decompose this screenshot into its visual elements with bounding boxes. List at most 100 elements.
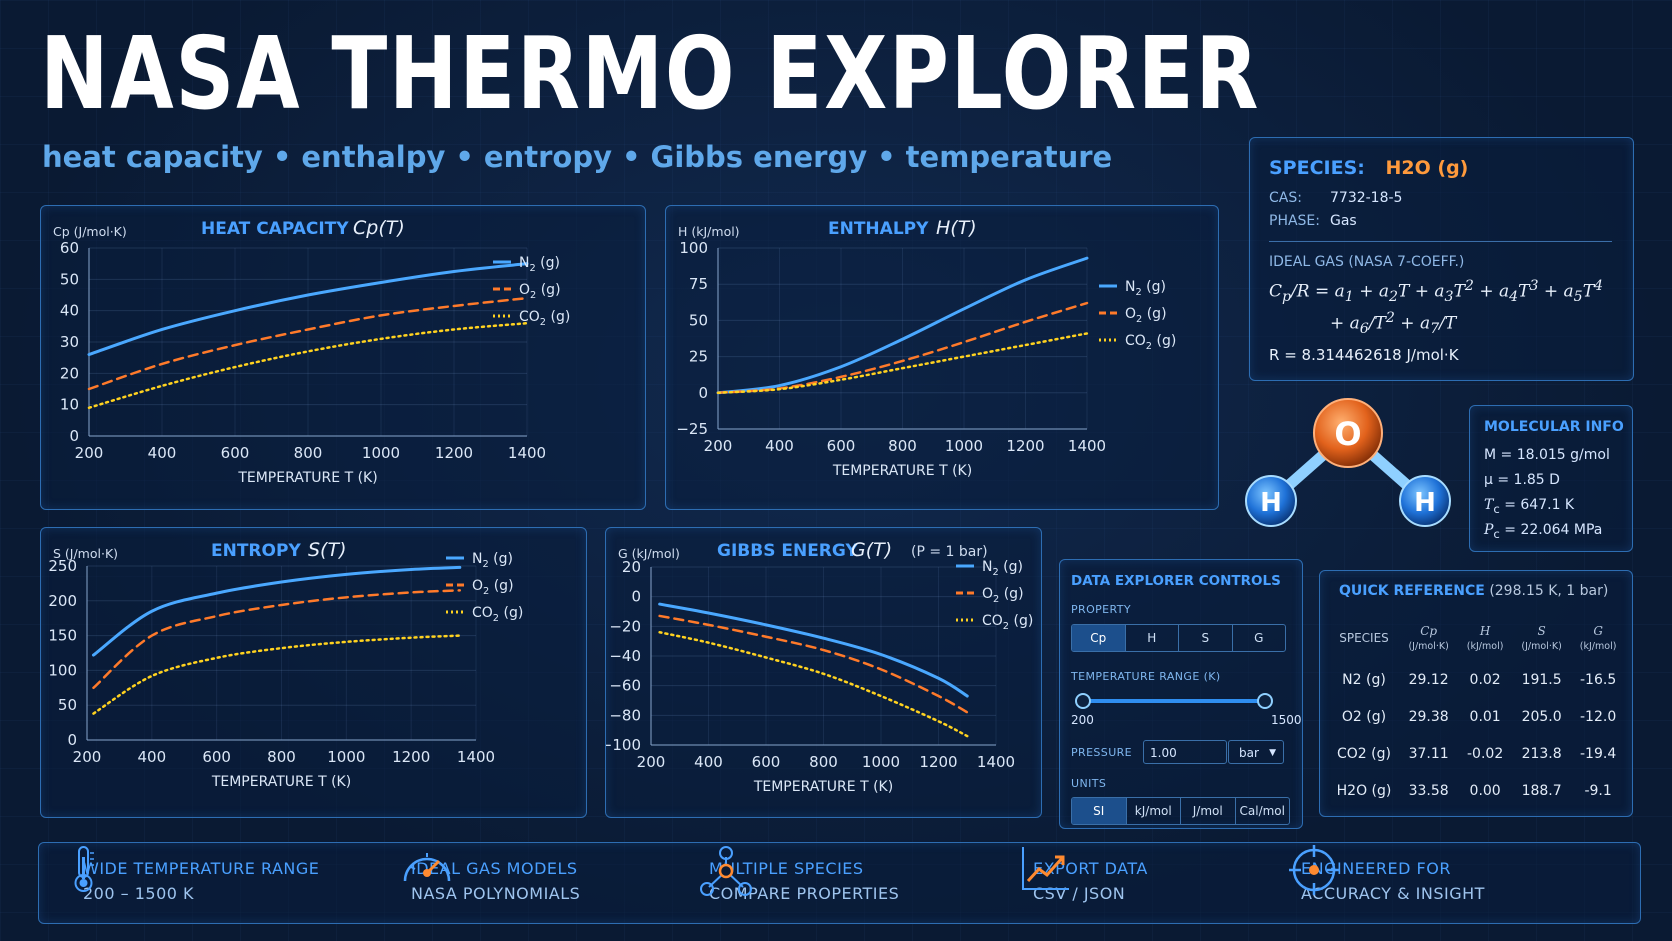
feature-subtitle: ACCURACY & INSIGHT bbox=[1301, 884, 1485, 903]
phase-value: Gas bbox=[1330, 213, 1357, 229]
critical-temperature: Tc = 647.1 K bbox=[1484, 497, 1575, 516]
series-line-o2 bbox=[87, 296, 529, 391]
unit-option[interactable]: SI bbox=[1072, 798, 1127, 824]
table-cell: 0.00 bbox=[1469, 782, 1501, 799]
quick-reference-card: QUICK REFERENCE (298.15 K, 1 bar) SPECIE… bbox=[1319, 570, 1633, 817]
property-option[interactable]: G bbox=[1254, 631, 1264, 645]
y-tick-label: 20 bbox=[60, 364, 79, 382]
x-tick-label: 1200 bbox=[1006, 437, 1044, 455]
y-tick-label: −80 bbox=[609, 706, 641, 724]
pressure-unit-value: bar bbox=[1239, 746, 1259, 760]
hydrogen-atom-right bbox=[1399, 475, 1451, 527]
cell-species: H2O (g) bbox=[1336, 782, 1392, 799]
series-line-o2 bbox=[658, 614, 969, 714]
pressure-input[interactable]: 1.00 bbox=[1143, 740, 1227, 764]
chart-function-label: S(T) bbox=[308, 539, 347, 561]
quick-reference-table: SPECIES Cp (J/mol·K) H (kJ/mol) S (J/mol·K)… bbox=[1329, 615, 1625, 809]
unit-option[interactable]: J/mol bbox=[1181, 798, 1236, 824]
chart-panel-gibbs: 20 0 −20 −40 −60 −80 −100 200 400 600 800 1000 1200 1… bbox=[605, 527, 1042, 818]
pressure-label: PRESSURE bbox=[1071, 746, 1133, 759]
series-line-co2 bbox=[92, 634, 462, 715]
subtitle-item: enthalpy bbox=[301, 140, 446, 174]
legend-label: CO2 (g) bbox=[1125, 333, 1176, 352]
unit-option[interactable]: kJ/mol bbox=[1127, 798, 1181, 824]
chart-title: GIBBS ENERGY bbox=[717, 541, 858, 561]
x-tick-label: 800 bbox=[294, 444, 323, 462]
x-tick-label: 600 bbox=[827, 437, 856, 455]
table-row[interactable]: H2O (g) 33.58 0.00 188.7 -9.1 bbox=[1329, 772, 1625, 809]
range-slider-min-handle[interactable] bbox=[1075, 693, 1091, 709]
series-line-co2 bbox=[87, 321, 529, 410]
temperature-range-label: TEMPERATURE RANGE (K) bbox=[1071, 670, 1221, 683]
feature-title: ENGINEERED FOR bbox=[1301, 859, 1451, 878]
page-title: NASA THERMO EXPLORER bbox=[40, 15, 1261, 132]
property-option[interactable]: H bbox=[1126, 625, 1179, 651]
table-cell: 29.12 bbox=[1408, 671, 1449, 688]
y-tick-label: 50 bbox=[58, 696, 77, 714]
nasa-equation-line1: Cp/R = a1 + a2T + a3T2 + a4T3 + a5T4 bbox=[1269, 278, 1604, 306]
quick-reference-condition: (298.15 K, 1 bar) bbox=[1489, 583, 1609, 599]
molar-mass: M = 18.015 g/mol bbox=[1484, 447, 1610, 463]
molecule-network-icon bbox=[700, 846, 752, 896]
table-cell: 0.02 bbox=[1469, 671, 1501, 688]
y-tick-label: 0 bbox=[631, 588, 641, 606]
range-slider-track[interactable] bbox=[1083, 699, 1259, 703]
feature-ideal-gas-models: IDEAL GAS MODELS NASA POLYNOMIALS bbox=[399, 843, 580, 919]
table-cell: 205.0 bbox=[1521, 708, 1562, 725]
table-cell: 188.7 bbox=[1521, 782, 1562, 799]
table-row[interactable]: N2 (g) 29.12 0.02 191.5 -16.5 bbox=[1329, 661, 1625, 698]
water-molecule-icon: O H H bbox=[1245, 398, 1451, 527]
pressure-unit-select[interactable]: bar ▼ bbox=[1228, 740, 1284, 764]
y-tick-label: 50 bbox=[689, 311, 708, 329]
series-line-n2 bbox=[716, 256, 1089, 395]
table-cell: -19.4 bbox=[1580, 745, 1617, 762]
hydrogen-label: H bbox=[1414, 488, 1436, 518]
feature-title: MULTIPLE SPECIES bbox=[709, 859, 864, 878]
subtitle-item: temperature bbox=[905, 140, 1113, 174]
species-cas: CAS: 7732-18-5 bbox=[1269, 190, 1402, 206]
y-tick-label: 75 bbox=[689, 275, 708, 293]
table-cell: 37.11 bbox=[1408, 745, 1449, 762]
y-axis-label: S (J/mol·K) bbox=[53, 546, 118, 561]
x-tick-label: 400 bbox=[694, 753, 723, 771]
chart-panel-heat-capacity: 60 50 40 30 20 10 0 200 400 600 800 1000 1200 1400 HEA… bbox=[40, 205, 646, 510]
x-tick-label: 800 bbox=[267, 748, 296, 766]
cell-species: N2 (g) bbox=[1342, 671, 1386, 688]
property-option[interactable]: S bbox=[1179, 625, 1233, 651]
x-tick-label: 400 bbox=[148, 444, 177, 462]
x-tick-label: 1200 bbox=[392, 748, 430, 766]
chart-panel-entropy: 250 200 150 100 50 0 200 400 600 800 1000 1200 1400 E… bbox=[40, 527, 587, 818]
legend-label: N2 (g) bbox=[982, 559, 1023, 578]
x-tick-label: 1000 bbox=[862, 753, 900, 771]
property-selector: Cp H S G bbox=[1071, 624, 1286, 652]
property-option[interactable]: Cp bbox=[1072, 625, 1126, 651]
range-slider-max-handle[interactable] bbox=[1257, 693, 1273, 709]
table-row[interactable]: CO2 (g) 37.11 -0.02 213.8 -19.4 bbox=[1329, 735, 1625, 772]
y-tick-label: 0 bbox=[698, 384, 708, 402]
x-tick-label: 1400 bbox=[508, 444, 546, 462]
species-label: SPECIES: bbox=[1269, 157, 1365, 179]
legend-label: O2 (g) bbox=[1125, 306, 1167, 325]
x-axis-label: TEMPERATURE T (K) bbox=[753, 779, 893, 795]
y-tick-label: 25 bbox=[689, 348, 708, 366]
feature-title: IDEAL GAS MODELS bbox=[411, 859, 578, 878]
series-line-n2 bbox=[658, 602, 969, 698]
table-cell: -16.5 bbox=[1580, 671, 1617, 688]
cell-species: O2 (g) bbox=[1341, 708, 1387, 725]
unit-option[interactable]: Cal/mol bbox=[1239, 804, 1285, 818]
divider bbox=[1269, 241, 1612, 242]
molecular-info-card: MOLECULAR INFO M = 18.015 g/mol μ = 1.85… bbox=[1469, 405, 1633, 552]
x-tick-label: 1000 bbox=[362, 444, 400, 462]
nasa-equation-line2: + a6/T2 + a7/T bbox=[1330, 310, 1457, 338]
legend-label: N2 (g) bbox=[1125, 279, 1166, 298]
species-phase: PHASE: Gas bbox=[1269, 213, 1357, 229]
feature-subtitle: 200 – 1500 K bbox=[83, 884, 195, 903]
y-tick-label: 20 bbox=[622, 558, 641, 576]
dipole-moment: μ = 1.85 D bbox=[1484, 472, 1560, 488]
y-tick-label: 200 bbox=[48, 592, 77, 610]
table-row[interactable]: O2 (g) 29.38 0.01 205.0 -12.0 bbox=[1329, 698, 1625, 735]
